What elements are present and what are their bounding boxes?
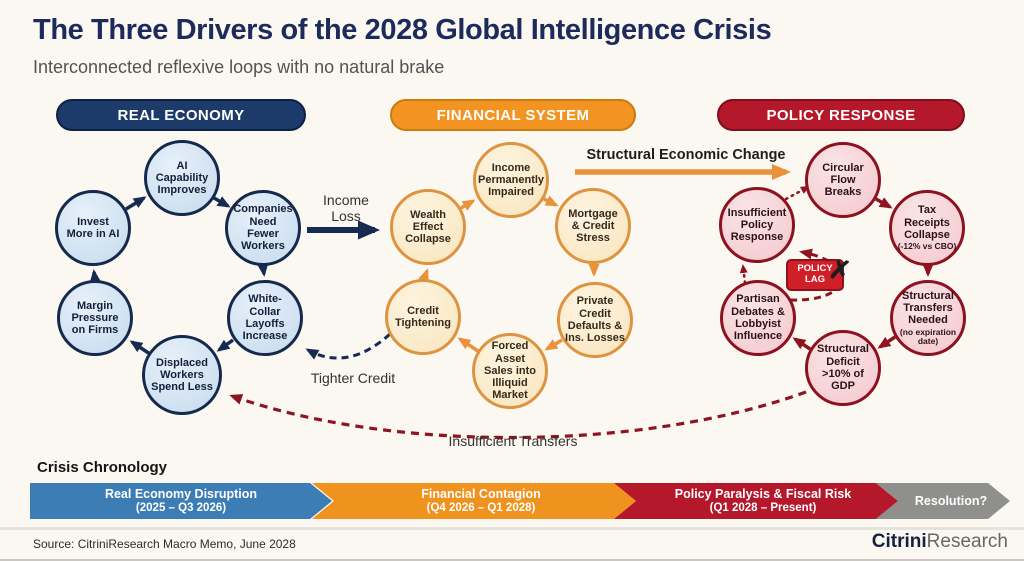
node-label: Insufficient Policy Response xyxy=(727,206,787,244)
node-label: Circular Flow Breaks xyxy=(822,161,864,199)
chronology-stage-real-economy-disruption: Real Economy Disruption (2025 – Q3 2026) xyxy=(30,483,332,519)
node-label: Private Credit Defaults & Ins. Losses xyxy=(565,295,625,345)
stage-label: Policy Paralysis & Fiscal Risk xyxy=(674,487,852,502)
section-header-policy-response: POLICY RESPONSE xyxy=(717,99,965,131)
stage-period: (Q1 2028 – Present) xyxy=(709,501,817,514)
node-label: Structural Transfers Needed xyxy=(902,289,954,327)
node-sublabel: (no expiration date) xyxy=(899,326,957,346)
node-label: Tax Receipts Collapse xyxy=(904,204,950,241)
node-label: Displaced Workers Spend Less xyxy=(151,356,213,394)
structural-economic-change-label: Structural Economic Change xyxy=(586,147,786,163)
arrow-invest-to-ai-capability xyxy=(125,196,147,211)
stage-label: Resolution? xyxy=(914,493,988,508)
arrow-displaced-to-margin xyxy=(129,340,151,356)
arrow-transfers-to-deficit xyxy=(877,335,896,349)
logo-bold-part: Citrini xyxy=(871,531,927,552)
node-label: AI Capability Improves xyxy=(155,159,209,197)
policy-lag-badge: POLICY LAG xyxy=(786,259,844,291)
node-structural-transfers-needed: Structural Transfers Needed (no expiratio… xyxy=(890,280,966,356)
node-margin-pressure-on-firms: Margin Pressure on Firms xyxy=(57,280,133,356)
chronology-stage-resolution: Resolution? xyxy=(876,483,1010,519)
arrow-margin-to-invest xyxy=(89,269,101,283)
node-label: Wealth Effect Collapse xyxy=(405,208,451,246)
node-label: Invest More in AI xyxy=(66,215,120,240)
citrini-research-logo: CitriniResearch xyxy=(872,531,1008,553)
node-partisan-debates: Partisan Debates & Lobbyist Influence xyxy=(720,280,796,356)
node-sublabel: (-12% vs CBO) xyxy=(897,241,957,252)
arrow-companies-to-layoffs xyxy=(257,263,269,277)
stage-label: Financial Contagion xyxy=(421,487,541,502)
chronology-heading: Crisis Chronology xyxy=(37,459,168,476)
arrow-income-to-mortgage xyxy=(543,195,559,207)
arrow-private-credit-to-forced-sales xyxy=(544,338,563,351)
section-header-real-economy: REAL ECONOMY xyxy=(56,99,306,131)
node-label: Partisan Debates & Lobbyist Influence xyxy=(731,293,785,343)
arrow-wealth-to-income xyxy=(460,199,476,211)
node-label: Credit Tightening xyxy=(394,304,451,329)
page-subtitle: Interconnected reflexive loops with no n… xyxy=(33,57,445,77)
arrow-forced-sales-to-credit-tightening xyxy=(457,337,479,353)
source-note: Source: CitriniResearch Macro Memo, June… xyxy=(33,537,296,551)
arrow-insufficient-transfers xyxy=(229,390,807,440)
section-header-financial-system: FINANCIAL SYSTEM xyxy=(390,99,636,131)
node-companies-need-fewer-workers: Companies Need Fewer Workers xyxy=(225,190,301,266)
arrow-insufficient-to-circular-dotted xyxy=(784,185,810,201)
insufficient-transfers-label: Insufficient Transfers xyxy=(448,433,578,449)
node-tax-receipts-collapse: Tax Receipts Collapse (-12% vs CBO) xyxy=(889,190,965,266)
node-wealth-effect-collapse: Wealth Effect Collapse xyxy=(390,189,466,265)
node-circular-flow-breaks: Circular Flow Breaks xyxy=(805,142,881,218)
node-label: White-Collar Layoffs Increase xyxy=(242,293,288,343)
tighter-credit-label: Tighter Credit xyxy=(310,370,396,386)
arrow-deficit-to-partisan xyxy=(792,337,811,351)
chronology-stage-financial-contagion: Financial Contagion (Q4 2026 – Q1 2028) xyxy=(312,483,636,519)
node-label: Income Permanently Impaired xyxy=(478,161,545,199)
node-label: Margin Pressure on Firms xyxy=(71,299,119,337)
page-title: The Three Drivers of the 2028 Global Int… xyxy=(33,14,772,46)
node-private-credit-defaults: Private Credit Defaults & Ins. Losses xyxy=(557,282,633,358)
chronology-stage-policy-paralysis: Policy Paralysis & Fiscal Risk (Q1 2028 … xyxy=(614,483,898,519)
stage-period: (Q4 2026 – Q1 2028) xyxy=(426,501,536,514)
arrow-partisan-to-insufficient-dotted xyxy=(739,264,748,285)
node-label: Forced Asset Sales into Illiquid Market xyxy=(484,340,536,402)
node-income-permanently-impaired: Income Permanently Impaired xyxy=(473,142,549,218)
arrow-circular-flow-to-tax xyxy=(875,197,893,209)
node-label: Companies Need Fewer Workers xyxy=(233,203,293,253)
node-credit-tightening: Credit Tightening xyxy=(385,279,461,355)
arrow-credit-tightening-to-wealth xyxy=(418,268,429,283)
node-white-collar-layoffs-increase: White-Collar Layoffs Increase xyxy=(227,280,303,356)
arrow-tighter-credit xyxy=(305,332,392,360)
stage-label: Real Economy Disruption xyxy=(104,487,258,502)
node-label: Mortgage & Credit Stress xyxy=(568,207,618,245)
stage-period: (2025 – Q3 2026) xyxy=(135,501,227,514)
node-invest-more-in-ai: Invest More in AI xyxy=(55,190,131,266)
node-structural-deficit: Structural Deficit >10% of GDP xyxy=(805,330,881,406)
node-mortgage-credit-stress: Mortgage & Credit Stress xyxy=(555,188,631,264)
node-label: Structural Deficit >10% of GDP xyxy=(817,343,869,393)
node-ai-capability-improves: AI Capability Improves xyxy=(144,140,220,216)
footer-divider xyxy=(0,527,1024,530)
income-loss-label: Income Loss xyxy=(323,192,369,225)
node-insufficient-policy-response: Insufficient Policy Response xyxy=(719,187,795,263)
logo-light-part: Research xyxy=(926,531,1008,552)
arrow-layoffs-to-displaced xyxy=(216,338,235,352)
node-forced-asset-sales: Forced Asset Sales into Illiquid Market xyxy=(472,333,548,409)
blocked-x-icon: ✗ xyxy=(827,253,853,287)
node-displaced-workers-spend-less: Displaced Workers Spend Less xyxy=(142,335,222,415)
arrow-ai-capability-to-companies xyxy=(213,196,231,208)
